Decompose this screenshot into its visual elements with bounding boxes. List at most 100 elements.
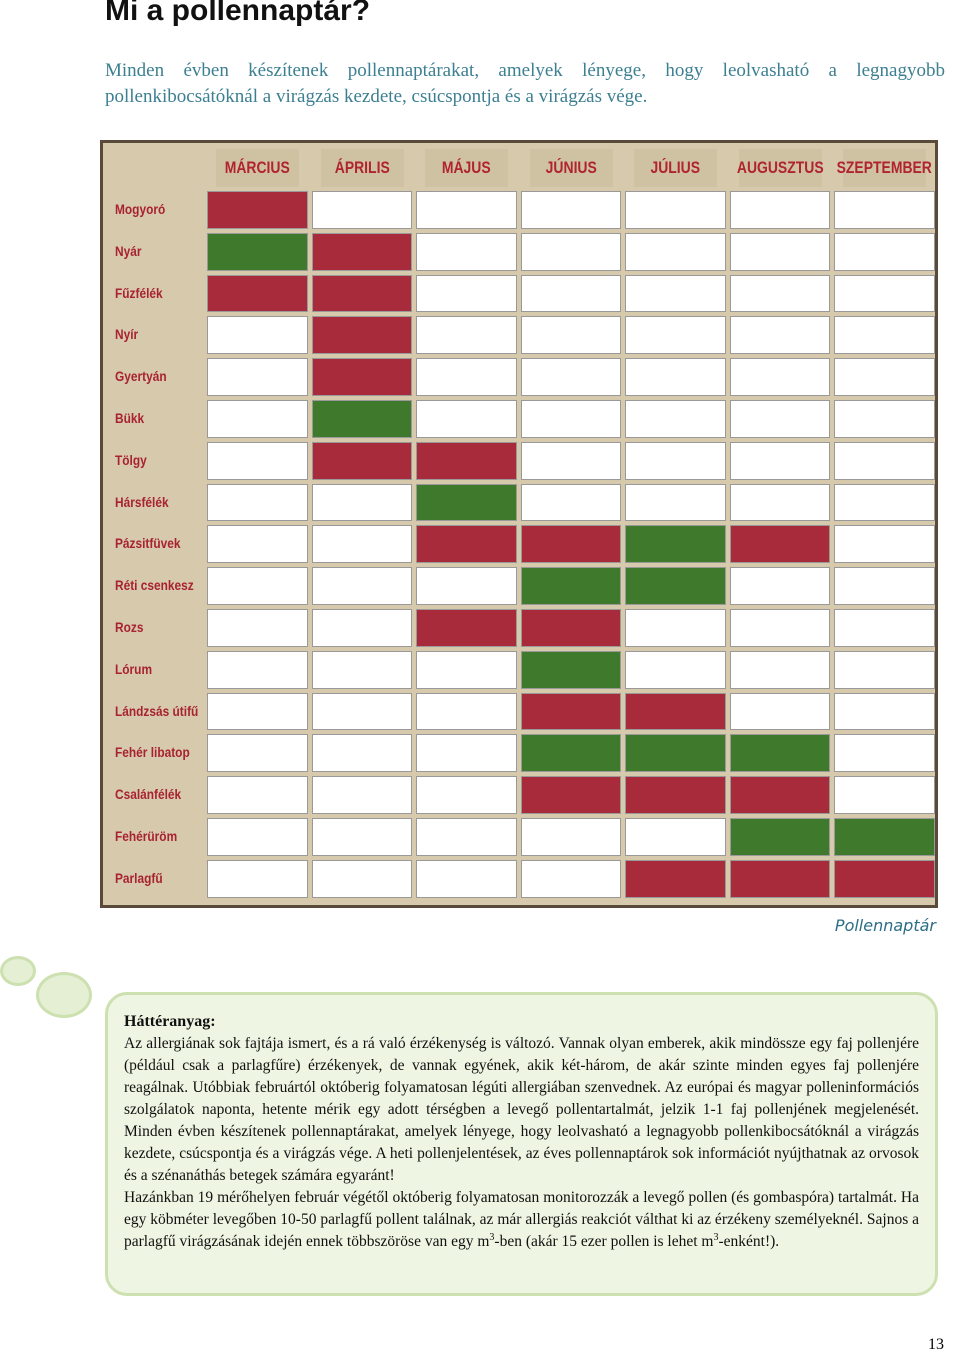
calendar-cell (416, 483, 517, 522)
caption: Pollennaptár (834, 916, 936, 935)
calendar-cell (207, 776, 308, 814)
calendar-cell (207, 567, 308, 605)
calendar-cell (416, 859, 517, 898)
calendar-cell (311, 441, 412, 480)
calendar-cell (416, 274, 517, 313)
info-box: Háttéranyag: Az allergiának sok fajtája … (105, 992, 938, 1296)
calendar-cell (729, 609, 830, 647)
plant-label: Nyár (115, 242, 142, 259)
calendar-cell (625, 776, 726, 814)
calendar-cell (729, 692, 830, 731)
calendar-cell (520, 316, 621, 355)
calendar-cell (207, 191, 308, 229)
plant-label: Tölgy (115, 451, 147, 468)
plant-label: Fehér libatop (115, 744, 190, 761)
calendar-cell (834, 400, 935, 438)
calendar-cell (416, 776, 517, 814)
calendar-cell (625, 859, 726, 898)
calendar-cell (311, 525, 412, 564)
calendar-cell (416, 525, 517, 564)
calendar-cell (207, 400, 308, 438)
calendar-cell (625, 191, 726, 229)
box-paragraph: Az allergiának sok fajtája ismert, és a … (124, 1035, 919, 1184)
calendar-cell (311, 316, 412, 355)
calendar-cell (311, 734, 412, 773)
calendar-cell (520, 483, 621, 522)
calendar-cell (520, 232, 621, 271)
intro: Minden évben készítenek pollennaptárakat… (105, 60, 945, 107)
plant-label: Hársfélék (115, 493, 169, 510)
calendar-cell (834, 441, 935, 480)
plant-label: Réti csenkesz (115, 577, 194, 594)
calendar-cell (834, 483, 935, 522)
calendar-cell (311, 483, 412, 522)
calendar-cell (729, 358, 830, 396)
plant-label: Nyír (115, 326, 139, 343)
calendar-cell (416, 232, 517, 271)
text-run: -ben (akár 15 ezer pollen is lehet m (494, 1233, 714, 1250)
calendar-cell (311, 358, 412, 396)
plant-label: Fűzfélék (115, 284, 163, 301)
calendar-cell (416, 692, 517, 731)
calendar-cell (311, 776, 412, 814)
calendar-cell (834, 650, 935, 689)
calendar-cell (729, 734, 830, 773)
calendar-cell (729, 859, 830, 898)
month-header: ÁPRILIS (320, 149, 403, 187)
calendar-cell (625, 400, 726, 438)
calendar-cell (729, 525, 830, 564)
plant-label: Bükk (115, 410, 145, 426)
calendar-cell (520, 358, 621, 396)
calendar-cell (311, 650, 412, 689)
calendar-cell (520, 859, 621, 898)
calendar-cell (625, 483, 726, 522)
calendar-cell (625, 650, 726, 689)
calendar-cell (729, 400, 830, 438)
month-header: MÁRCIUS (216, 149, 299, 187)
calendar-cell (625, 525, 726, 564)
calendar-cell (416, 316, 517, 355)
title: Mi a pollennaptár? (105, 0, 371, 27)
calendar-cell (416, 358, 517, 396)
calendar-cell (311, 609, 412, 647)
calendar-cell (207, 650, 308, 689)
calendar-cell (207, 609, 308, 647)
calendar-cell (834, 692, 935, 731)
superscript: 3 (713, 1231, 719, 1243)
calendar-cell (416, 441, 517, 480)
plant-label: Fehérüröm (115, 828, 178, 844)
month-header: MÁJUS (425, 149, 508, 187)
month-header: JÚLIUS (634, 149, 717, 187)
calendar-cell (729, 274, 830, 313)
calendar-cell (311, 567, 412, 605)
calendar-cell (625, 609, 726, 647)
calendar-cell (311, 274, 412, 313)
calendar-cell (729, 567, 830, 605)
calendar-cell (729, 232, 830, 271)
box-paragraph: Hazánkban 19 mérőhelyen február végétől … (124, 1187, 919, 1253)
calendar-cell (834, 859, 935, 898)
calendar-cell (625, 232, 726, 271)
calendar-cell (729, 441, 830, 480)
calendar-cell (207, 483, 308, 522)
calendar-cell (207, 525, 308, 564)
calendar-cell (729, 316, 830, 355)
calendar-cell (729, 650, 830, 689)
calendar-cell (834, 191, 935, 229)
box-heading: Háttéranyag: (124, 1013, 216, 1030)
calendar-cell (520, 818, 621, 856)
calendar-cell (311, 859, 412, 898)
calendar-cell (520, 191, 621, 229)
calendar-cell (520, 567, 621, 605)
text-run: -enként!). (718, 1233, 780, 1250)
calendar-cell (207, 316, 308, 355)
calendar-cell (625, 692, 726, 731)
calendar-cell (625, 818, 726, 856)
calendar-cell (834, 567, 935, 605)
month-header: JÚNIUS (529, 149, 612, 187)
calendar-cell (834, 232, 935, 271)
calendar-cell (520, 734, 621, 773)
calendar-cell (625, 441, 726, 480)
calendar-cell (416, 191, 517, 229)
calendar-cell (625, 734, 726, 773)
